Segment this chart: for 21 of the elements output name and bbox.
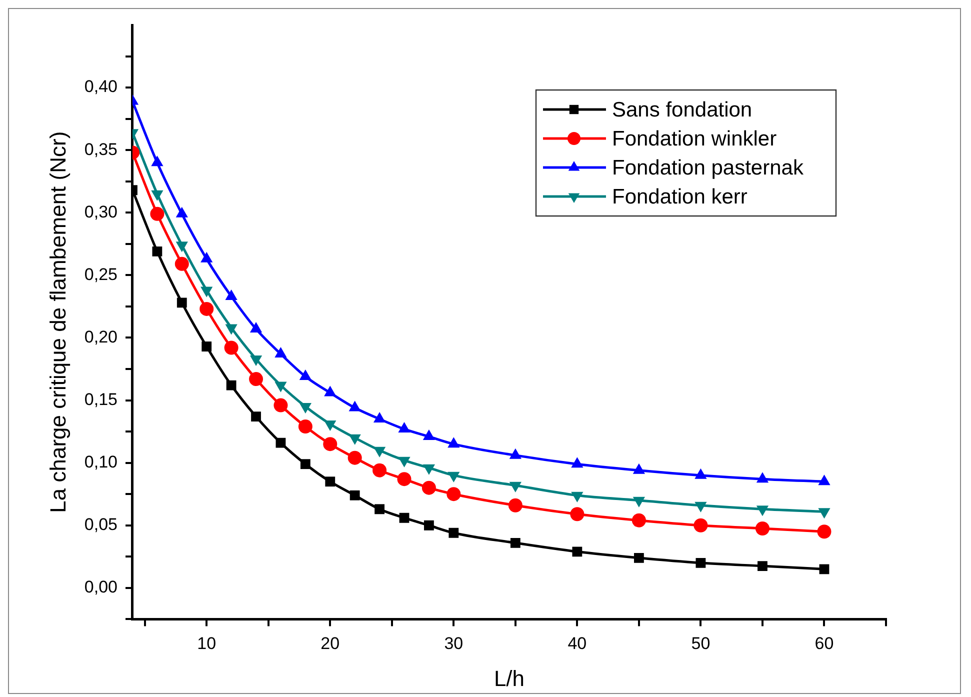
y-tick-label: 0,00 [84,578,118,597]
y-tick-label: 0,35 [84,140,118,159]
y-axis-title: La charge critique de flambement (Ncr) [45,131,70,513]
y-tick-label: 0,10 [84,452,118,472]
y-tick-label: 0,05 [84,515,118,534]
y-tick-label: 0,15 [84,390,118,409]
legend-label: Fondation kerr [612,185,748,208]
legend-label: Fondation pasternak [612,156,804,180]
legend-label: Fondation winkler [612,127,777,150]
x-tick-label: 50 [691,634,710,654]
x-tick-label: 20 [320,634,340,654]
y-tick-label: 0,40 [84,77,118,96]
x-tick-label: 40 [568,634,587,654]
legend-label: Sans fondation [612,98,752,122]
x-axis-title: L/h [494,666,525,691]
y-tick-label: 0,30 [84,202,118,222]
y-tick-label: 0,20 [84,327,118,346]
x-tick-label: 30 [444,634,464,654]
x-tick-label: 60 [814,634,834,654]
y-tick-label: 0,25 [84,264,118,284]
x-tick-label: 10 [197,634,216,654]
